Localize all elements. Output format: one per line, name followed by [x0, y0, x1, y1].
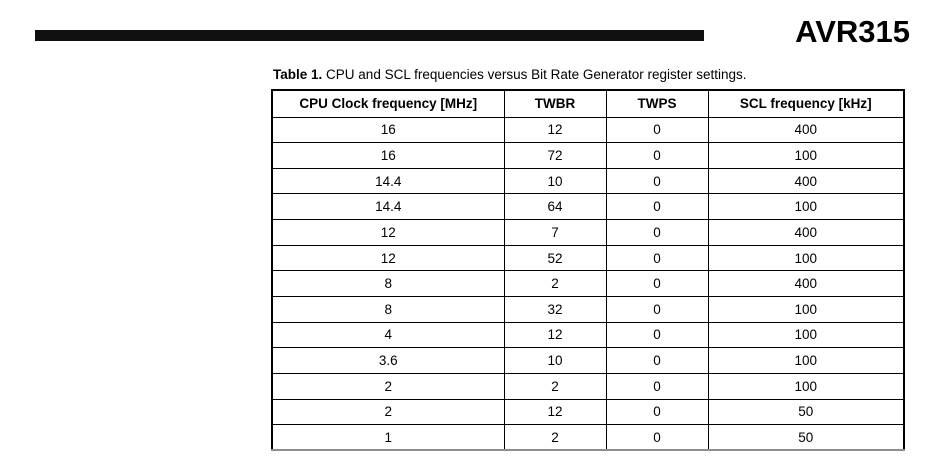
table-head: CPU Clock frequency [MHz] TWBR TWPS SCL fre… [271, 89, 905, 118]
table-cell: 0 [605, 398, 709, 426]
table-cell: 12 [271, 244, 505, 272]
table-row: 8 32 0 100 [271, 295, 905, 323]
table-cell: 0 [605, 142, 709, 169]
column-header: SCL frequency [kHz] [707, 89, 905, 118]
table-cell: 64 [503, 193, 607, 221]
table-body: 16 12 0 400 16 72 0 100 14.4 10 0 400 14.4 64 0 100 12 7 0… [271, 116, 905, 451]
table-cell: 50 [707, 398, 905, 426]
table-cell: 400 [707, 167, 905, 195]
table-cell: 2 [503, 424, 607, 451]
table-cell: 50 [707, 424, 905, 451]
table-cell: 100 [707, 372, 905, 400]
column-header: CPU Clock frequency [MHz] [271, 89, 505, 118]
header-rule [35, 30, 704, 41]
table-cell: 10 [503, 347, 607, 374]
table-cell: 2 [503, 270, 607, 297]
table-row: 1 2 0 50 [271, 424, 905, 451]
table-cell: 100 [707, 321, 905, 349]
table-cell: 10 [503, 167, 607, 195]
table-cell: 16 [271, 116, 505, 144]
table-cell: 14.4 [271, 167, 505, 195]
table-row: 16 72 0 100 [271, 142, 905, 169]
table-cell: 0 [605, 244, 709, 272]
table-cell: 100 [707, 244, 905, 272]
table-cell: 8 [271, 295, 505, 323]
table-cell: 400 [707, 270, 905, 297]
doc-number: AVR315 [795, 14, 910, 49]
table-cell: 400 [707, 116, 905, 144]
data-table: CPU Clock frequency [MHz] TWBR TWPS SCL fre… [271, 89, 905, 452]
table-row: 8 2 0 400 [271, 270, 905, 297]
table-cell: 1 [271, 424, 505, 451]
table-row: 14.4 10 0 400 [271, 167, 905, 195]
caption-label: Table 1. [273, 67, 323, 82]
column-header: TWPS [605, 89, 709, 118]
table-cell: 2 [503, 372, 607, 400]
table-header-row: CPU Clock frequency [MHz] TWBR TWPS SCL fre… [271, 89, 905, 118]
table-cell: 12 [503, 321, 607, 349]
table-row: 2 2 0 100 [271, 372, 905, 400]
table-cell: 100 [707, 193, 905, 221]
table-cell: 0 [605, 321, 709, 349]
table-cell: 12 [503, 116, 607, 144]
table-row: 2 12 0 50 [271, 398, 905, 426]
table-cell: 12 [503, 398, 607, 426]
table-cell: 0 [605, 347, 709, 374]
table-cell: 0 [605, 270, 709, 297]
table-row: 16 12 0 400 [271, 116, 905, 144]
table-cell: 32 [503, 295, 607, 323]
table-cell: 2 [271, 372, 505, 400]
table-row: 3.6 10 0 100 [271, 347, 905, 374]
table-cell: 100 [707, 142, 905, 169]
table-cell: 100 [707, 295, 905, 323]
table-row: 4 12 0 100 [271, 321, 905, 349]
table-cell: 0 [605, 219, 709, 246]
table-cell: 3.6 [271, 347, 505, 374]
column-header: TWBR [503, 89, 607, 118]
table-cell: 7 [503, 219, 607, 246]
table-cell: 14.4 [271, 193, 505, 221]
table-cell: 4 [271, 321, 505, 349]
table-cell: 0 [605, 372, 709, 400]
table-cell: 0 [605, 167, 709, 195]
table-cell: 0 [605, 116, 709, 144]
table-row: 14.4 64 0 100 [271, 193, 905, 221]
table-cell: 8 [271, 270, 505, 297]
table-cell: 12 [271, 219, 505, 246]
table-cell: 0 [605, 424, 709, 451]
table-cell: 0 [605, 193, 709, 221]
caption-text: CPU and SCL frequencies versus Bit Rate … [326, 67, 747, 82]
table-cell: 0 [605, 295, 709, 323]
table-cell: 16 [271, 142, 505, 169]
table-row: 12 7 0 400 [271, 219, 905, 246]
table-row: 12 52 0 100 [271, 244, 905, 272]
table-caption: Table 1. CPU and SCL frequencies versus … [273, 66, 747, 83]
table-cell: 2 [271, 398, 505, 426]
table-cell: 72 [503, 142, 607, 169]
table-cell: 100 [707, 347, 905, 374]
table-cell: 52 [503, 244, 607, 272]
table-cell: 400 [707, 219, 905, 246]
